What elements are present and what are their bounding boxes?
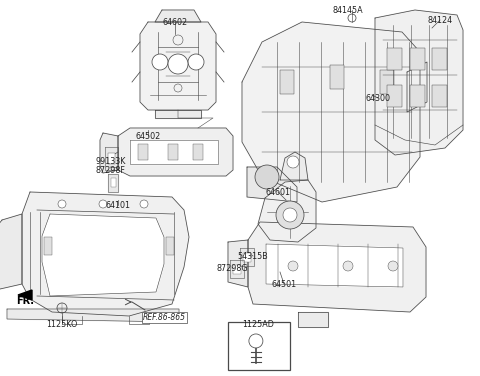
Text: 87298G: 87298G <box>216 264 248 273</box>
Polygon shape <box>228 240 248 287</box>
Polygon shape <box>100 133 118 173</box>
Circle shape <box>343 261 353 271</box>
Circle shape <box>58 200 66 208</box>
Circle shape <box>388 261 398 271</box>
Polygon shape <box>280 152 308 180</box>
Text: 1125KO: 1125KO <box>46 320 78 329</box>
Bar <box>410 85 425 107</box>
Polygon shape <box>230 260 244 278</box>
Bar <box>432 48 447 70</box>
Polygon shape <box>140 22 216 110</box>
Polygon shape <box>240 248 254 266</box>
Polygon shape <box>407 62 427 112</box>
Bar <box>228 322 290 370</box>
Circle shape <box>255 165 279 189</box>
Bar <box>108 153 115 164</box>
Circle shape <box>283 208 297 222</box>
Bar <box>44 237 52 255</box>
Polygon shape <box>375 10 463 155</box>
Polygon shape <box>7 309 179 322</box>
Polygon shape <box>18 290 32 300</box>
Polygon shape <box>155 10 201 22</box>
Text: 64300: 64300 <box>365 94 391 103</box>
Text: 87298F: 87298F <box>96 166 126 175</box>
Text: 84145A: 84145A <box>333 6 363 15</box>
Text: 84124: 84124 <box>427 16 453 25</box>
Bar <box>387 48 402 70</box>
Polygon shape <box>298 312 328 327</box>
Polygon shape <box>266 244 403 287</box>
Polygon shape <box>247 167 297 202</box>
Polygon shape <box>258 180 316 242</box>
Text: 64602: 64602 <box>162 18 188 27</box>
Bar <box>380 70 394 94</box>
Bar <box>280 70 294 94</box>
Circle shape <box>288 261 298 271</box>
Bar <box>330 65 344 89</box>
Bar <box>243 253 251 262</box>
Circle shape <box>287 156 299 168</box>
Bar <box>233 265 241 274</box>
Bar <box>432 85 447 107</box>
Bar <box>111 178 116 187</box>
Circle shape <box>140 200 148 208</box>
Polygon shape <box>22 192 189 316</box>
Circle shape <box>99 200 107 208</box>
Bar <box>410 48 425 70</box>
Circle shape <box>152 54 168 70</box>
Circle shape <box>249 334 263 348</box>
Polygon shape <box>155 110 201 118</box>
Circle shape <box>168 54 188 74</box>
Text: 1125AD: 1125AD <box>242 320 274 329</box>
Polygon shape <box>105 147 118 170</box>
Text: 54315B: 54315B <box>238 252 268 261</box>
Polygon shape <box>130 140 218 164</box>
Bar <box>138 144 148 160</box>
Text: 99133K: 99133K <box>96 157 126 166</box>
Text: 64101: 64101 <box>106 201 131 210</box>
Polygon shape <box>42 214 164 296</box>
Polygon shape <box>248 222 426 312</box>
Polygon shape <box>242 22 420 202</box>
Circle shape <box>276 201 304 229</box>
Text: REF.86-865: REF.86-865 <box>143 313 186 322</box>
Bar <box>387 85 402 107</box>
Polygon shape <box>0 214 22 289</box>
Polygon shape <box>118 128 233 176</box>
Bar <box>166 237 174 255</box>
Text: 64601: 64601 <box>265 188 290 197</box>
Text: 64501: 64501 <box>271 280 297 289</box>
Polygon shape <box>108 174 118 192</box>
Text: 64502: 64502 <box>135 132 161 141</box>
Circle shape <box>188 54 204 70</box>
Bar <box>193 144 203 160</box>
Text: FR.: FR. <box>16 296 34 306</box>
Bar <box>168 144 178 160</box>
